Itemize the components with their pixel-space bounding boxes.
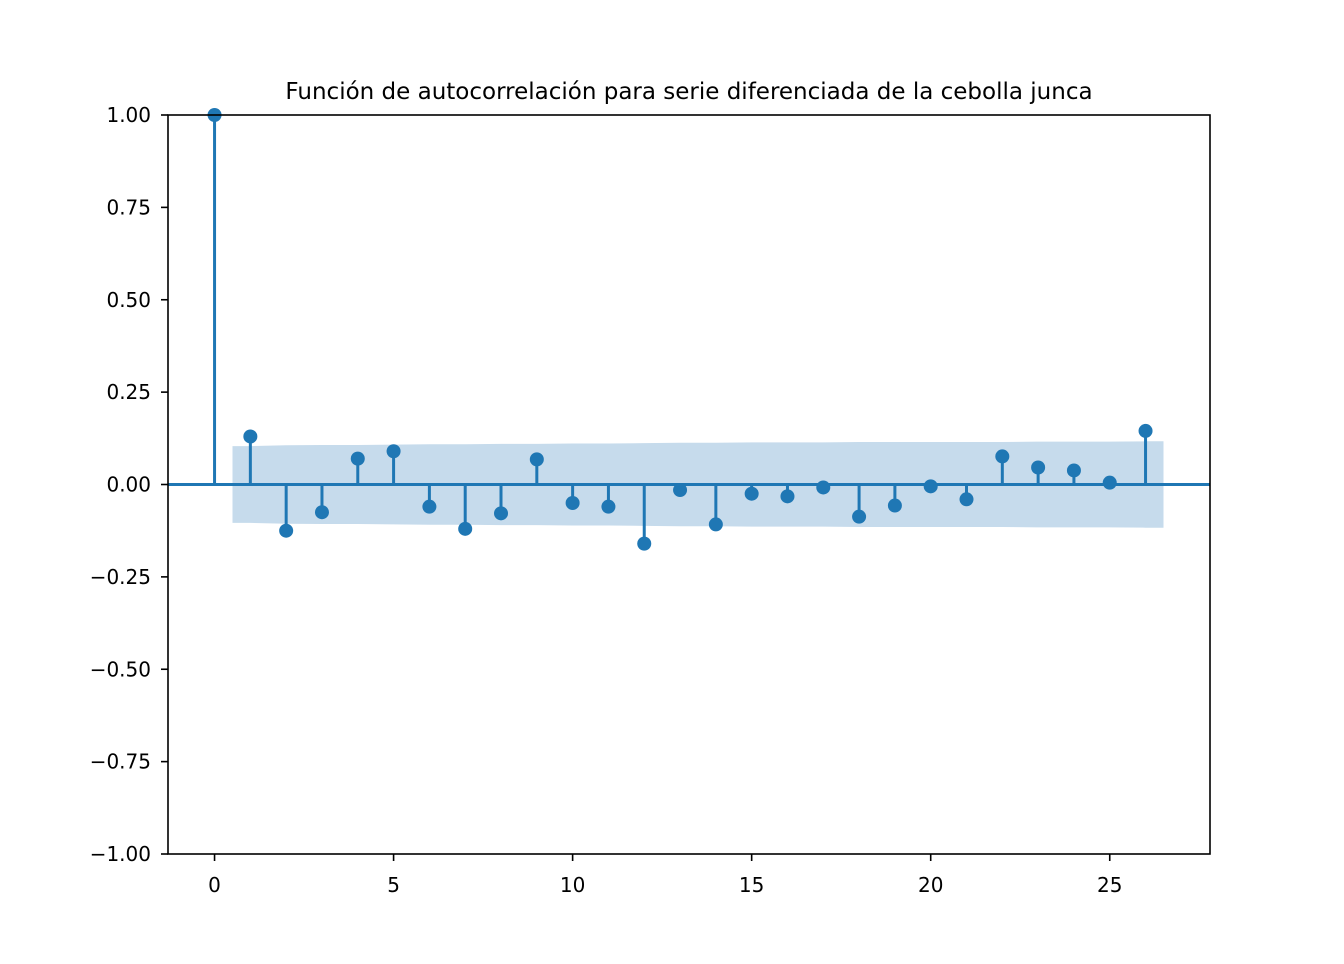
acf-point-lag-4: [350, 451, 365, 466]
x-tick-label: 15: [739, 873, 764, 897]
acf-point-lag-14: [708, 517, 723, 532]
acf-point-lag-1: [243, 429, 258, 444]
y-tick-label: −0.75: [90, 750, 151, 774]
acf-point-lag-13: [673, 483, 688, 498]
acf-point-lag-6: [422, 499, 437, 514]
acf-point-lag-17: [816, 480, 831, 495]
x-tick-label: 0: [208, 873, 221, 897]
acf-point-lag-16: [780, 489, 795, 504]
y-tick-label: 0.50: [106, 288, 151, 312]
acf-point-lag-15: [744, 486, 759, 501]
acf-point-lag-2: [279, 523, 294, 538]
acf-point-lag-9: [529, 452, 544, 467]
acf-point-lag-5: [386, 444, 401, 459]
y-tick-label: −0.25: [90, 565, 151, 589]
acf-point-lag-3: [314, 505, 329, 520]
acf-point-lag-18: [852, 509, 867, 524]
stem-layer: [207, 108, 1153, 551]
x-tick-label: 5: [387, 873, 400, 897]
acf-point-lag-23: [1031, 460, 1046, 475]
chart-title: Función de autocorrelación para serie di…: [285, 79, 1092, 105]
y-tick-label: 0.00: [106, 473, 151, 497]
acf-point-lag-22: [995, 449, 1010, 464]
acf-point-lag-25: [1102, 475, 1117, 490]
y-tick-label: −0.50: [90, 657, 151, 681]
acf-point-lag-20: [923, 479, 938, 494]
x-tick-label: 10: [560, 873, 585, 897]
acf-point-lag-24: [1066, 463, 1081, 478]
acf-point-lag-10: [565, 495, 580, 510]
y-tick-label: 1.00: [106, 103, 151, 127]
y-tick-label: 0.75: [106, 195, 151, 219]
x-tick-label: 25: [1097, 873, 1122, 897]
y-tick-label: −1.00: [90, 842, 151, 866]
y-tick-label: 0.25: [106, 380, 151, 404]
acf-point-lag-7: [458, 521, 473, 536]
x-axis-ticks: 0 5 10 15 20 25: [208, 854, 1122, 897]
acf-point-lag-12: [637, 536, 652, 551]
acf-point-lag-26: [1138, 423, 1153, 438]
acf-point-lag-19: [887, 498, 902, 513]
y-axis-ticks: 1.00 0.75 0.50 0.25 0.00 −0.25 −0.50 −0.75 −1.00: [90, 103, 168, 866]
x-tick-label: 20: [918, 873, 943, 897]
acf-point-lag-21: [959, 492, 974, 507]
acf-point-lag-11: [601, 499, 616, 514]
acf-point-lag-8: [494, 506, 509, 521]
